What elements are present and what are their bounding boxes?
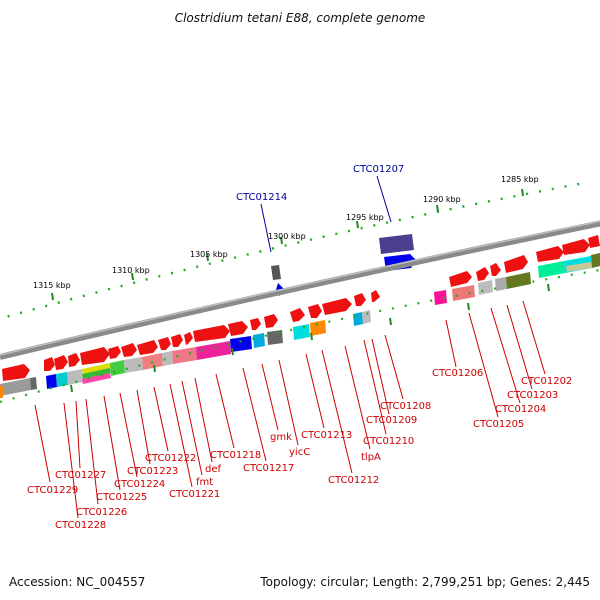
gene-label-ctc01214: CTC01214 — [236, 192, 287, 203]
scale-major-ticks — [51, 188, 524, 301]
tick-label-1295: 1295 kbp — [346, 213, 384, 222]
gene-label-ctc01227: CTC01227 — [55, 470, 106, 481]
gene-label-ctc01224: CTC01224 — [114, 479, 165, 490]
gene-label-fmt: fmt — [196, 477, 213, 488]
gene-label-ctc01203: CTC01203 — [507, 390, 558, 401]
gene-label-tlpa: tlpA — [361, 452, 381, 463]
gene-block-ctc01214 — [271, 265, 281, 280]
map-title: Clostridium tetani E88, complete genome — [175, 11, 426, 25]
gene-label-def: def — [205, 464, 222, 475]
gene-label-ctc01221: CTC01221 — [169, 489, 220, 500]
gene-label-ctc01217: CTC01217 — [243, 463, 294, 474]
tick-label-1290: 1290 kbp — [423, 195, 461, 204]
gene-label-leaders — [34, 300, 546, 519]
gene-label-ctc01204: CTC01204 — [495, 404, 546, 415]
leader-ctc01214 — [260, 203, 272, 253]
tick-label-1285: 1285 kbp — [501, 175, 539, 184]
gene-label-ctc01229: CTC01229 — [27, 485, 78, 496]
tick-label-1315: 1315 kbp — [33, 281, 71, 290]
gene-block-ctc01207 — [379, 234, 414, 254]
gene-label-ctc01225: CTC01225 — [96, 492, 147, 503]
gene-label-ctc01218: CTC01218 — [210, 450, 261, 461]
gene-label-ctc01209: CTC01209 — [366, 415, 417, 426]
gene-label-ctc01202: CTC01202 — [521, 376, 572, 387]
gene-label-gmk: gmk — [270, 432, 292, 443]
gene-label-ctc01210: CTC01210 — [363, 436, 414, 447]
gene-label-yicc: yicC — [289, 447, 310, 458]
gene-label-ctc01223: CTC01223 — [127, 466, 178, 477]
genome-backbone-highlight — [0, 220, 600, 356]
gene-label-ctc01208: CTC01208 — [380, 401, 431, 412]
tick-label-1310: 1310 kbp — [112, 266, 150, 275]
gene-label-ctc01226: CTC01226 — [76, 507, 127, 518]
genome-backbone — [0, 220, 600, 360]
forward-genes — [2, 235, 600, 381]
gene-label-ctc01207: CTC01207 — [353, 164, 404, 175]
feature-blocks — [0, 253, 600, 398]
accession-text: Accession: NC_004557 — [9, 575, 145, 589]
scale-ring — [0, 180, 591, 320]
gene-label-ctc01206: CTC01206 — [432, 368, 483, 379]
gene-label-ctc01228: CTC01228 — [55, 520, 106, 531]
topology-text: Topology: circular; Length: 2,799,251 bp… — [259, 575, 590, 589]
gene-label-ctc01222: CTC01222 — [145, 453, 196, 464]
leader-ctc01207 — [376, 175, 392, 223]
tick-label-1300: 1300 kbp — [268, 232, 306, 241]
gene-label-ctc01212: CTC01212 — [328, 475, 379, 486]
inner-major-ticks — [70, 283, 550, 393]
gene-label-ctc01205: CTC01205 — [473, 419, 524, 430]
gene-label-ctc01213: CTC01213 — [301, 430, 352, 441]
tick-label-1305: 1305 kbp — [190, 250, 228, 259]
